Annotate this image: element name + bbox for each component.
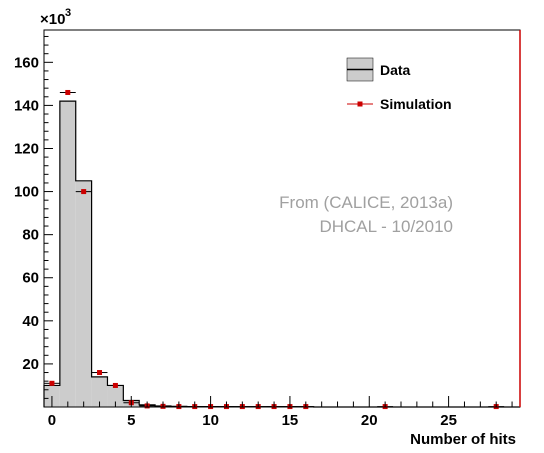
histogram-bar	[91, 376, 108, 407]
y-tick-label: 120	[14, 140, 39, 157]
x-axis-title: Number of hits	[410, 431, 516, 448]
axis-layer: 20 40 60 80 100 120 140 160 0 5 10 15 20 25	[14, 35, 513, 429]
simulation-point	[81, 189, 87, 195]
histogram-bar	[75, 180, 92, 407]
legend-label-data: Data	[380, 62, 411, 78]
annotation-run: DHCAL - 10/2010	[319, 217, 453, 236]
simulation-point	[112, 382, 118, 388]
simulation-point	[49, 380, 55, 386]
y-multiplier-exponent: 3	[65, 7, 71, 19]
y-tick-label: 40	[22, 313, 39, 330]
legend-label-simulation: Simulation	[380, 96, 452, 112]
y-tick-label: 140	[14, 97, 39, 114]
x-tick-label: 15	[282, 412, 299, 429]
legend-swatch-simulation-marker	[357, 101, 363, 107]
y-tick-label: 20	[22, 356, 39, 373]
histogram-bar	[59, 101, 76, 407]
y-tick-label: 160	[14, 54, 39, 71]
x-tick-label: 5	[127, 412, 135, 429]
y-tick-label: 100	[14, 184, 39, 201]
y-tick-label: 80	[22, 227, 39, 244]
simulation-point	[65, 89, 71, 95]
x-tick-label: 25	[440, 412, 457, 429]
y-multiplier-label: ×10	[40, 11, 65, 28]
simulation-point	[97, 370, 103, 376]
x-tick-label: 0	[48, 412, 56, 429]
annotation-source: From (CALICE, 2013a)	[279, 193, 453, 212]
legend: Data Simulation	[346, 57, 452, 112]
x-tick-label: 10	[202, 412, 219, 429]
histogram-bar	[107, 385, 124, 407]
y-tick-label: 60	[22, 270, 39, 287]
x-tick-label: 20	[361, 412, 378, 429]
